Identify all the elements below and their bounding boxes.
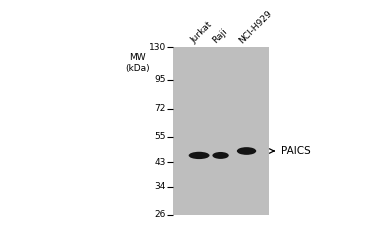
Text: 43: 43 bbox=[155, 158, 166, 167]
Ellipse shape bbox=[213, 152, 229, 159]
Text: 34: 34 bbox=[155, 182, 166, 192]
Ellipse shape bbox=[189, 152, 209, 159]
Text: 55: 55 bbox=[154, 132, 166, 141]
Text: 130: 130 bbox=[149, 43, 166, 52]
Ellipse shape bbox=[238, 150, 255, 154]
Text: PAICS: PAICS bbox=[270, 146, 311, 156]
Text: 95: 95 bbox=[154, 76, 166, 84]
Text: 26: 26 bbox=[155, 210, 166, 219]
Text: MW
(kDa): MW (kDa) bbox=[126, 53, 150, 72]
Ellipse shape bbox=[237, 147, 256, 155]
Text: Jurkat: Jurkat bbox=[189, 20, 214, 46]
Text: Raji: Raji bbox=[211, 27, 229, 46]
Bar bbox=[173, 47, 269, 215]
Text: 72: 72 bbox=[155, 104, 166, 113]
Text: NCI-H929: NCI-H929 bbox=[237, 9, 274, 46]
Ellipse shape bbox=[213, 155, 228, 158]
Ellipse shape bbox=[190, 155, 209, 158]
